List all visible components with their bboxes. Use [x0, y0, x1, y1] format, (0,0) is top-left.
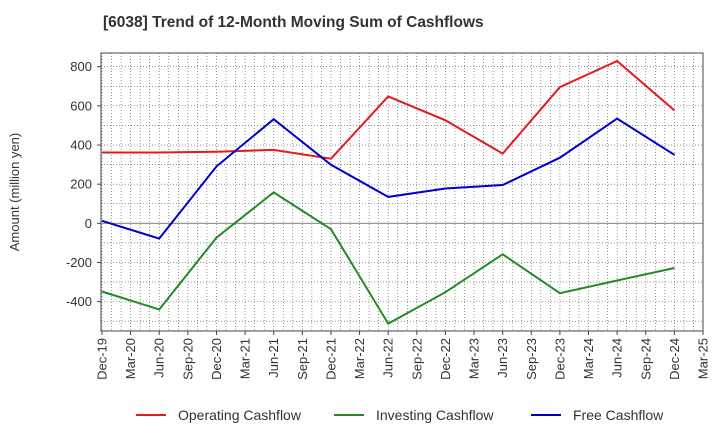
x-tick-label: Dec-21	[323, 338, 338, 380]
y-tick-label: -200	[66, 255, 92, 270]
x-tick-label: Sep-20	[180, 338, 195, 380]
series-line	[101, 117, 675, 240]
y-tick-label: 600	[70, 98, 92, 113]
chart-title: [6038] Trend of 12-Month Moving Sum of C…	[103, 14, 484, 31]
x-tick-label: Sep-24	[638, 338, 653, 380]
y-tick-label: 400	[70, 138, 92, 153]
x-tick-label: Mar-24	[581, 338, 596, 379]
legend: Operating Cashflow Investing Cashflow Free…	[136, 407, 664, 423]
plot-area	[100, 52, 704, 332]
x-tick-label: Dec-22	[438, 338, 453, 380]
x-tick-label: Sep-22	[409, 338, 424, 380]
legend-label: Operating Cashflow	[178, 407, 302, 423]
x-tick-label: Mar-22	[352, 338, 367, 379]
x-tick-label: Jun-21	[266, 338, 281, 378]
y-tick-label: 0	[85, 216, 92, 231]
x-tick-label: Sep-23	[524, 338, 539, 380]
x-tick-label: Mar-25	[696, 338, 711, 379]
series-line	[101, 191, 675, 325]
x-tick-label: Jun-22	[381, 338, 396, 378]
x-tick-label: Mar-23	[467, 338, 482, 379]
x-tick-label: Dec-20	[209, 338, 224, 380]
axes: -400 -200 0 200 400 600 800 Dec-19 Mar-20 Jun-20 S…	[66, 59, 711, 380]
x-tick-label: Dec-24	[667, 338, 682, 380]
x-tick-label: Mar-20	[123, 338, 138, 379]
x-tick-label: Jun-23	[495, 338, 510, 378]
x-tick-label: Dec-23	[552, 338, 567, 380]
series-line	[102, 59, 676, 160]
grid	[101, 53, 704, 331]
x-tick-label: Sep-21	[295, 338, 310, 380]
series-lines	[101, 59, 676, 325]
legend-label: Free Cashflow	[573, 407, 664, 423]
x-tick-label: Mar-21	[238, 338, 253, 379]
y-tick-label: -400	[66, 294, 92, 309]
y-tick-label: 800	[70, 59, 92, 74]
x-tick-label: Jun-20	[152, 338, 167, 378]
y-tick-label: 200	[70, 177, 92, 192]
legend-label: Investing Cashflow	[376, 407, 494, 423]
x-tick-label: Jun-24	[610, 338, 625, 378]
y-axis-label: Amount (million yen)	[7, 133, 22, 252]
x-tick-label: Dec-19	[95, 338, 110, 380]
